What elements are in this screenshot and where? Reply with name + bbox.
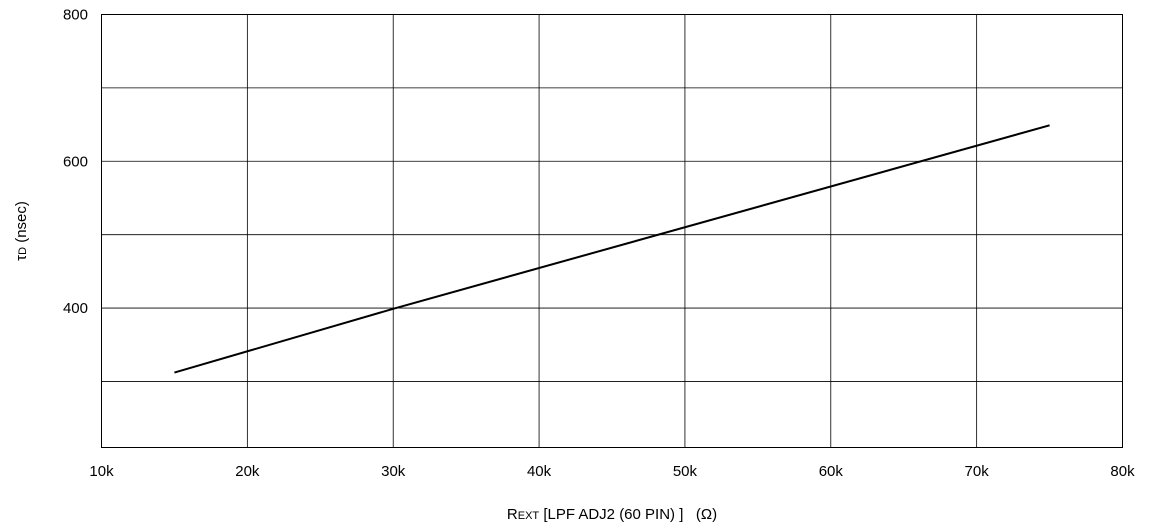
x-tick-label: 50k bbox=[673, 463, 698, 480]
y-axis-title-sub: D bbox=[17, 247, 29, 255]
x-axis-title-r: R bbox=[507, 506, 518, 523]
x-tick-label: 60k bbox=[819, 463, 844, 480]
plot-frame bbox=[101, 14, 1123, 448]
series-layer bbox=[174, 124, 1050, 374]
x-tick-labels: 10k 20k 30k 40k 50k 60k 70k 80k bbox=[89, 463, 1135, 480]
y-tick-label: 400 bbox=[63, 300, 88, 317]
y-axis-title: τD (nsec) bbox=[13, 201, 30, 261]
x-axis-title-rest: [LPF ADJ2 (60 PIN) ] (Ω) bbox=[539, 506, 717, 523]
y-tick-labels: 400 600 800 bbox=[63, 7, 88, 318]
y-axis-title-tau: τ bbox=[13, 255, 30, 261]
x-tick-label: 10k bbox=[89, 463, 114, 480]
y-tick-label: 600 bbox=[63, 153, 88, 170]
x-tick-label: 80k bbox=[1110, 463, 1135, 480]
x-axis-title: REXT [LPF ADJ2 (60 PIN) ] (Ω) bbox=[507, 506, 717, 523]
x-axis-title-ext: EXT bbox=[518, 510, 540, 522]
x-tick-label: 30k bbox=[381, 463, 406, 480]
series-line bbox=[174, 124, 1050, 374]
y-tick-label: 800 bbox=[63, 7, 88, 24]
x-tick-label: 40k bbox=[527, 463, 552, 480]
grid bbox=[101, 14, 1123, 448]
y-axis-title-unit: (nsec) bbox=[13, 201, 30, 247]
x-tick-label: 70k bbox=[965, 463, 990, 480]
x-tick-label: 20k bbox=[235, 463, 260, 480]
